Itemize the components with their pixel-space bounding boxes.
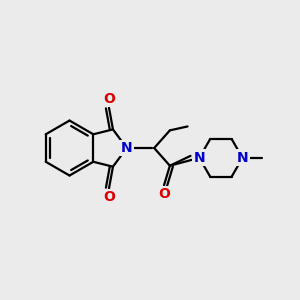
Text: N: N xyxy=(237,151,248,165)
Text: O: O xyxy=(103,190,115,204)
Text: N: N xyxy=(194,151,205,165)
Text: O: O xyxy=(103,92,115,106)
Text: N: N xyxy=(121,141,133,155)
Text: O: O xyxy=(158,187,170,201)
